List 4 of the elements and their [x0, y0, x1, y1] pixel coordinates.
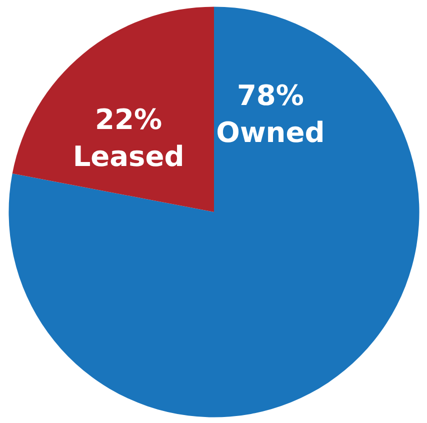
slice-label: Owned	[216, 116, 325, 150]
data-label: 22%	[95, 103, 162, 136]
slice-label: Leased	[72, 140, 184, 174]
data-label: 78%	[236, 79, 304, 112]
